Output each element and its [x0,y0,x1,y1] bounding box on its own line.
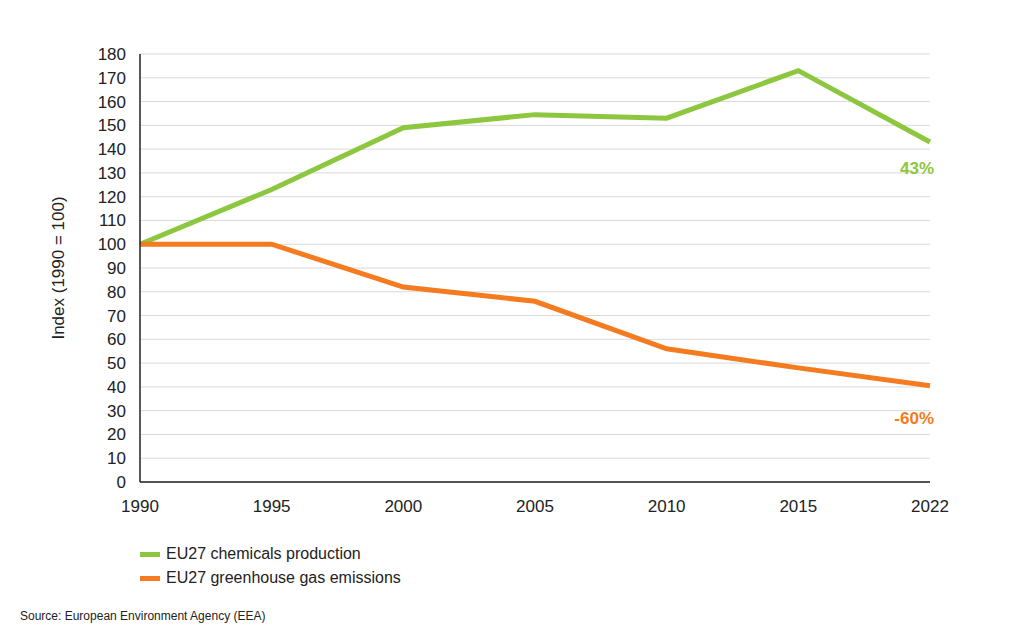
svg-text:2015: 2015 [779,497,817,516]
svg-text:2000: 2000 [384,497,422,516]
html-text:Source: European Environment A: Source: European Environment Agency (EEA… [20,609,266,623]
svg-text:110: 110 [99,211,126,230]
svg-text:120: 120 [98,188,126,207]
svg-text:43%: 43% [900,159,934,178]
svg-text:0: 0 [117,473,126,492]
html-text:EU27 chemicals production: EU27 chemicals production [166,545,361,562]
html-text:EU27 greenhouse gas emissions: EU27 greenhouse gas emissions [166,569,401,586]
svg-text:150: 150 [98,116,126,135]
svg-text:130: 130 [98,164,126,183]
svg-text:10: 10 [107,449,126,468]
svg-text:90: 90 [107,259,126,278]
svg-text:40: 40 [107,378,126,397]
svg-text:100: 100 [98,235,126,254]
svg-text:170: 170 [98,69,126,88]
svg-text:1990: 1990 [121,497,159,516]
svg-text:30: 30 [107,402,126,421]
svg-text:70: 70 [107,307,126,326]
svg-text:140: 140 [98,140,126,159]
svg-text:2022: 2022 [911,497,949,516]
svg-text:160: 160 [98,93,126,112]
svg-text:20: 20 [107,425,126,444]
svg-text:1995: 1995 [253,497,291,516]
svg-text:2005: 2005 [516,497,554,516]
svg-text:Index (1990 = 100): Index (1990 = 100) [49,196,68,339]
svg-text:50: 50 [107,354,126,373]
svg-text:60: 60 [107,330,126,349]
svg-text:-60%: -60% [894,409,934,428]
svg-text:80: 80 [107,283,126,302]
svg-text:180: 180 [98,45,126,64]
svg-text:2010: 2010 [648,497,686,516]
